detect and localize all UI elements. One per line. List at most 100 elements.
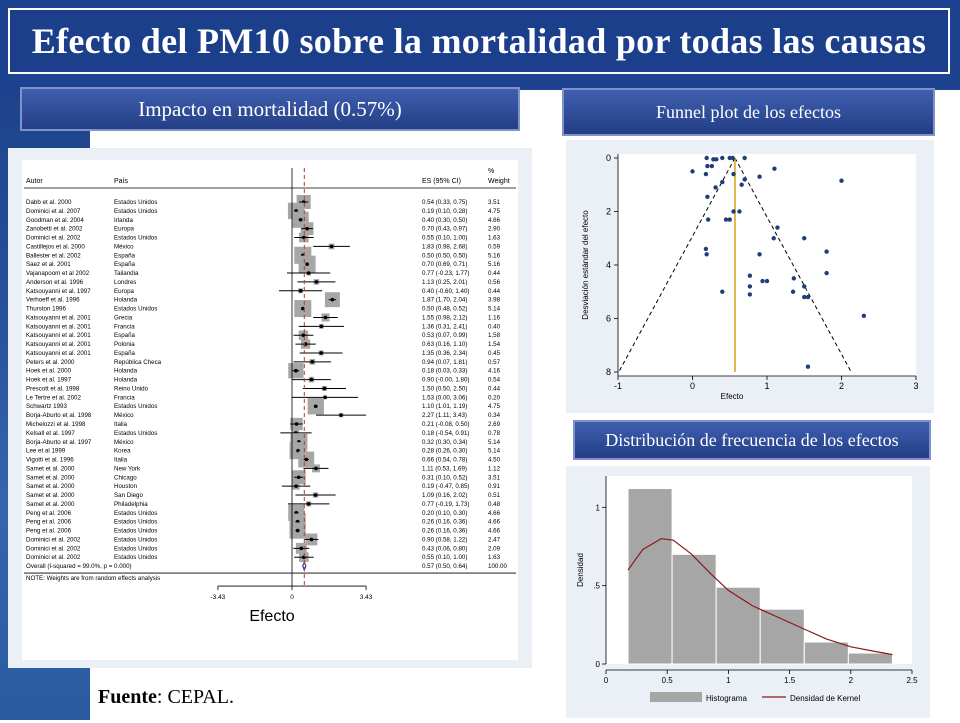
row-country: República Checa xyxy=(114,359,162,366)
effect-point xyxy=(323,315,328,320)
kernel-density-line xyxy=(627,538,893,656)
forest-plot-area: Autor País ES (95% CI)% Weight Dabb et al. 2… xyxy=(22,160,518,660)
row-country: España xyxy=(114,350,136,357)
row-author: Katsouyanni et al. 2001 xyxy=(26,341,91,348)
row-es: 2.27 (1.11, 3.43) xyxy=(422,412,467,419)
row-author: Dabb et al. 2000 xyxy=(26,199,72,206)
row-es: 0.63 (0.16, 1.10) xyxy=(422,341,467,348)
row-es: 0.31 (0.10, 0.52) xyxy=(422,474,467,481)
row-country: Estados Unidos xyxy=(114,510,157,517)
x-tick-label: 0 xyxy=(690,381,695,391)
row-author: Katsouyanni et al. 2001 xyxy=(26,332,91,339)
row-weight: 2.69 xyxy=(488,421,501,428)
effect-point xyxy=(310,360,315,364)
row-es: 0.40 (0.30, 0.50) xyxy=(422,217,467,224)
effect-point xyxy=(309,377,314,382)
effect-point xyxy=(294,422,299,426)
histogram-bar xyxy=(627,488,673,665)
funnel-point xyxy=(705,163,710,169)
row-country: Francia xyxy=(114,323,135,330)
row-es: 0.19 (-0.47, 0.85) xyxy=(422,483,469,490)
row-country: Korea xyxy=(114,448,131,455)
row-country: Grecia xyxy=(114,314,133,321)
row-es: 0.50 (0.50, 0.50) xyxy=(422,252,467,259)
effect-point xyxy=(294,368,298,373)
row-weight: 0.91 xyxy=(488,483,501,490)
funnel-header: Funnel plot de los efectos xyxy=(562,88,935,136)
row-weight: 0.34 xyxy=(488,412,501,419)
x-tick-label: 2 xyxy=(849,676,854,685)
row-author: Prescott et al. 1998 xyxy=(26,385,80,392)
row-country: Italia xyxy=(114,457,128,464)
funnel-point xyxy=(731,209,736,214)
x-tick-label: 2 xyxy=(839,381,844,391)
row-weight: 4.50 xyxy=(488,457,501,464)
legend-label-density: Densidad de Kernel xyxy=(790,694,860,703)
row-es: 0.77 (-0.23, 1.77) xyxy=(422,270,469,277)
row-weight: 0.44 xyxy=(488,270,501,277)
effect-point xyxy=(305,226,309,231)
forest-plot: Autor País ES (95% CI)% Weight Dabb et al. 2… xyxy=(24,168,516,625)
row-author: Borja-Aburto et al. 1997 xyxy=(26,439,92,446)
x-axis-label: Efecto xyxy=(721,392,744,401)
row-weight: 1.54 xyxy=(488,341,501,348)
row-es: 0.53 (0.07, 0.99) xyxy=(422,332,467,339)
row-country: Estados Unidos xyxy=(114,554,157,561)
effect-point xyxy=(319,324,324,329)
effect-point xyxy=(305,262,309,266)
effect-point xyxy=(306,502,311,506)
row-weight: 1.63 xyxy=(488,554,501,561)
effect-point xyxy=(306,271,311,275)
row-author: Samet et al. 2000 xyxy=(26,474,75,481)
row-es: 0.90 (-0.00, 1.80) xyxy=(422,377,469,384)
row-country: Estados Unidos xyxy=(114,235,157,242)
funnel-point xyxy=(757,174,762,179)
y-tick-label: 0 xyxy=(596,660,601,669)
row-es: 0.20 (0.10, 0.30) xyxy=(422,510,467,517)
row-es: 0.32 (0.30, 0.34) xyxy=(422,439,467,446)
overall-weight: 100.00 xyxy=(488,563,507,570)
row-weight: 5.14 xyxy=(488,448,501,455)
effect-point xyxy=(304,457,309,462)
row-country: Europa xyxy=(114,288,135,295)
funnel-right-line xyxy=(734,157,852,373)
y-tick-label: 0 xyxy=(606,153,611,163)
row-es: 0.40 (-0.60, 1.40) xyxy=(422,288,469,295)
row-author: Verhoeff et al. 1996 xyxy=(26,297,80,304)
x-tick-label: 2.5 xyxy=(906,676,918,685)
x-tick-label: -1 xyxy=(614,381,622,391)
effect-point xyxy=(330,297,335,302)
row-es: 1.10 (1.01, 1.19) xyxy=(422,403,467,410)
row-country: España xyxy=(114,332,136,339)
row-author: Samet et al. 2000 xyxy=(26,492,75,499)
funnel-point xyxy=(709,163,715,169)
funnel-panel: 0 2 4 6 8 -1 0 1 2 3 Efecto Desviación estándar del… xyxy=(566,140,934,413)
funnel-point xyxy=(703,171,709,177)
forest-header-label: Impacto en mortalidad (0.57%) xyxy=(138,96,402,121)
x-tick-label: 1 xyxy=(726,676,731,685)
row-author: Castillejos et al. 2000 xyxy=(26,243,85,250)
funnel-plot-bg xyxy=(618,154,916,376)
row-weight: 0.48 xyxy=(488,501,501,508)
row-weight: 0.44 xyxy=(488,385,501,392)
effect-point xyxy=(296,448,300,453)
row-weight: 5.14 xyxy=(488,306,501,313)
row-country: Irlanda xyxy=(114,217,133,224)
effect-point xyxy=(299,546,304,551)
funnel-point xyxy=(739,182,744,187)
row-country: México xyxy=(114,412,134,419)
funnel-point xyxy=(703,246,709,252)
funnel-point xyxy=(771,236,776,241)
row-es: 1.55 (0.98, 2.12) xyxy=(422,314,467,321)
histogram-bar xyxy=(759,608,805,665)
y-tick-label: 6 xyxy=(606,314,611,324)
funnel-point xyxy=(690,169,695,174)
row-country: México xyxy=(114,243,134,250)
row-country: Holanda xyxy=(114,297,138,304)
row-country: España xyxy=(114,261,136,268)
funnel-point xyxy=(805,364,811,369)
effect-point xyxy=(339,413,343,417)
x-tick-label: 3 xyxy=(913,381,918,391)
row-country: Estados Unidos xyxy=(114,208,157,215)
row-es: 1.53 (0.00, 3.06) xyxy=(422,394,467,401)
